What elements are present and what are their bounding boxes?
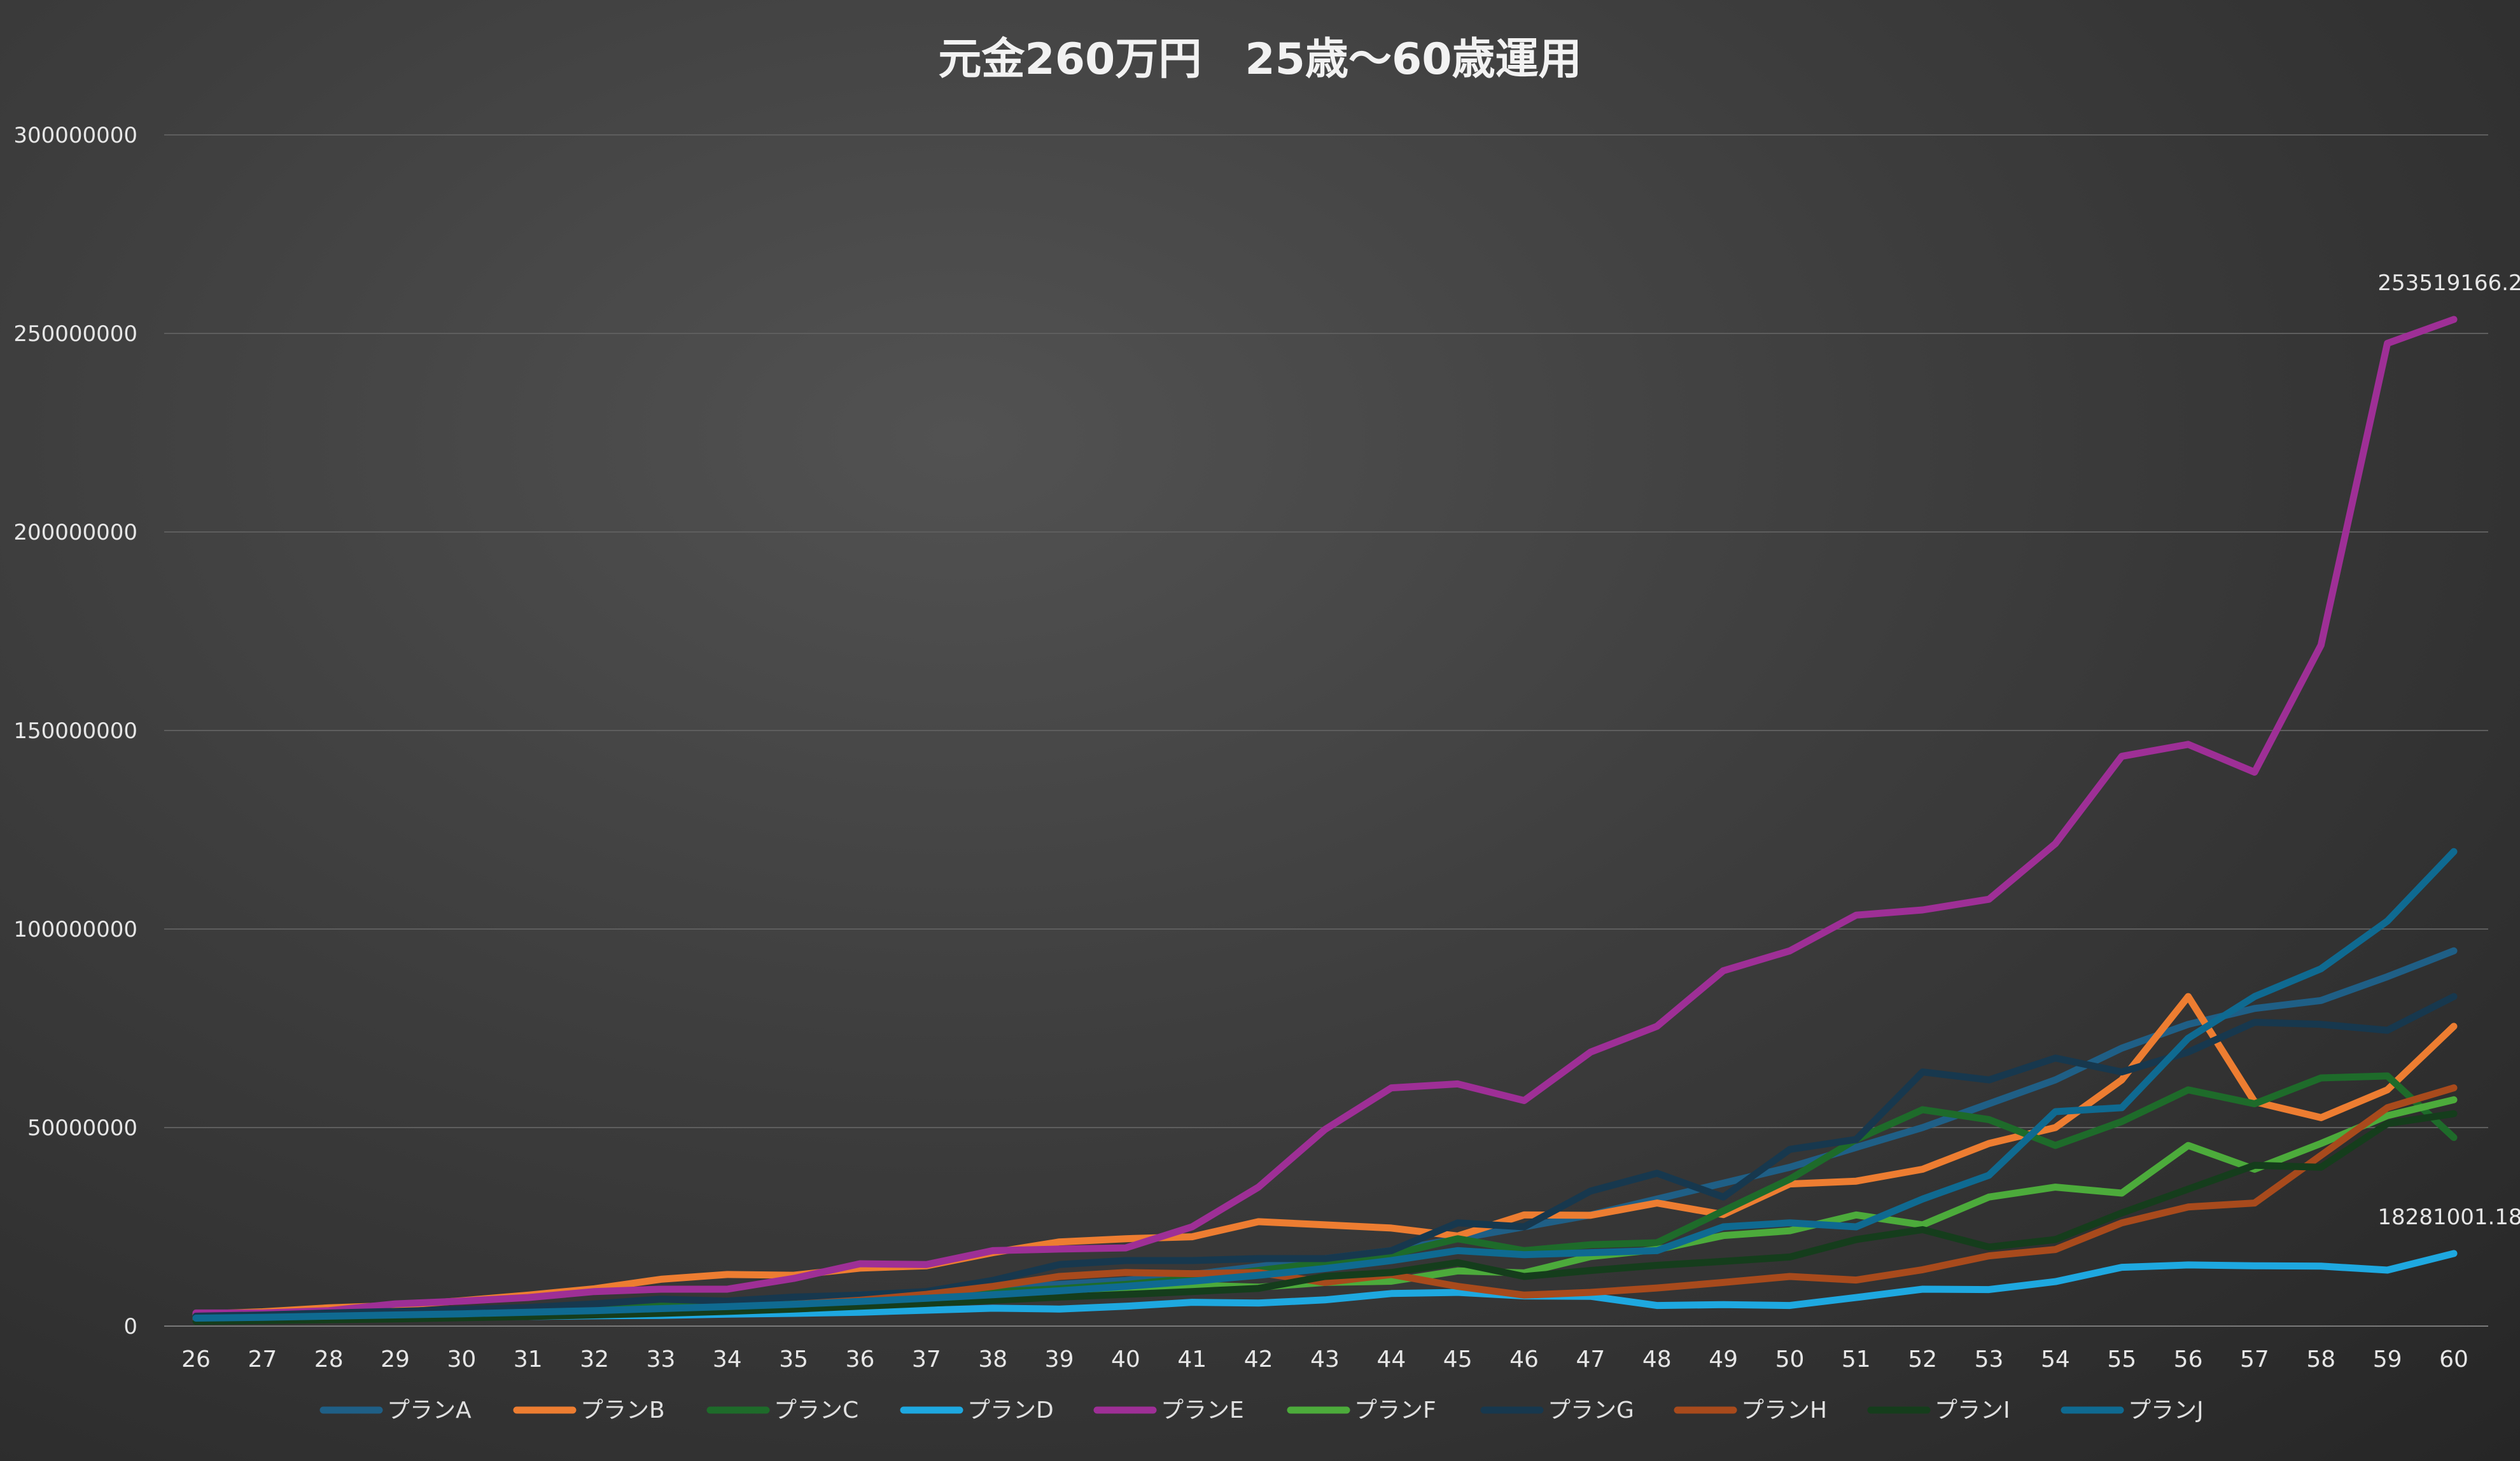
x-tick-label: 28 xyxy=(314,1346,344,1373)
series-lines xyxy=(192,316,2458,1325)
data-label: 253519166.2 xyxy=(2377,270,2520,296)
gridlines xyxy=(164,134,2488,1327)
x-tick-label: 36 xyxy=(846,1346,875,1373)
x-tick-label: 33 xyxy=(647,1346,676,1373)
series-line xyxy=(192,993,2458,1320)
y-tick-label: 150000000 xyxy=(13,718,137,744)
x-tick-label: 47 xyxy=(1576,1346,1606,1373)
legend-entry: プランE xyxy=(1161,1397,1244,1423)
x-tick-label: 48 xyxy=(1642,1346,1672,1373)
x-tick-label: 56 xyxy=(2174,1346,2203,1373)
x-tick-label: 40 xyxy=(1111,1346,1140,1373)
x-tick-label: 55 xyxy=(2107,1346,2136,1373)
x-tick-label: 60 xyxy=(2439,1346,2468,1373)
x-tick-label: 52 xyxy=(1908,1346,1937,1373)
x-tick-label: 38 xyxy=(978,1346,1007,1373)
x-tick-label: 37 xyxy=(912,1346,941,1373)
x-tick-label: 54 xyxy=(2041,1346,2070,1373)
x-tick-label: 31 xyxy=(514,1346,543,1373)
series-line xyxy=(192,316,2458,1317)
x-tick-label: 57 xyxy=(2240,1346,2269,1373)
x-tick-label: 44 xyxy=(1376,1346,1406,1373)
x-tick-label: 49 xyxy=(1709,1346,1738,1373)
legend-entry: プランI xyxy=(1935,1397,2010,1423)
legend-entry: プランG xyxy=(1548,1397,1634,1423)
x-tick-label: 26 xyxy=(181,1346,211,1373)
x-tick-label: 27 xyxy=(248,1346,277,1373)
x-tick-label: 51 xyxy=(1842,1346,1871,1373)
x-tick-label: 35 xyxy=(779,1346,808,1373)
x-tick-label: 39 xyxy=(1045,1346,1074,1373)
data-label: 18281001.18 xyxy=(2377,1205,2520,1230)
data-labels: 253519166.2 18281001.18 xyxy=(2377,270,2520,1230)
x-axis-ticks: 26 27 28 29 30 31 32 33 34 35 36 37 38 39 40 41 42 43 44 45… xyxy=(181,1346,2468,1373)
x-tick-label: 45 xyxy=(1443,1346,1473,1373)
series-line xyxy=(192,1110,2458,1325)
x-tick-label: 58 xyxy=(2306,1346,2335,1373)
legend-entry: プランA xyxy=(387,1397,472,1423)
x-tick-label: 29 xyxy=(381,1346,410,1373)
x-tick-label: 50 xyxy=(1775,1346,1805,1373)
x-tick-label: 30 xyxy=(447,1346,477,1373)
legend: プランA プランB プランC プランD プランE プランF プランG プランH プランI プランJ xyxy=(319,1397,2204,1423)
x-tick-label: 32 xyxy=(580,1346,609,1373)
legend-entry: プランB xyxy=(580,1397,665,1423)
x-tick-label: 43 xyxy=(1310,1346,1340,1373)
y-tick-label: 250000000 xyxy=(13,321,137,347)
legend-entry: プランD xyxy=(967,1397,1054,1423)
y-tick-label: 50000000 xyxy=(27,1115,137,1141)
legend-entry: プランC xyxy=(774,1397,858,1423)
chart-title: 元金260万円 25歳～60歳運用 xyxy=(938,34,1581,85)
legend-entry: プランF xyxy=(1354,1397,1436,1423)
y-tick-label: 200000000 xyxy=(13,520,137,545)
x-tick-label: 42 xyxy=(1244,1346,1273,1373)
y-tick-label: 300000000 xyxy=(13,123,137,148)
x-tick-label: 46 xyxy=(1509,1346,1539,1373)
series-line xyxy=(192,848,2458,1322)
legend-entry: プランJ xyxy=(2128,1397,2204,1423)
x-tick-label: 53 xyxy=(1975,1346,2004,1373)
x-tick-label: 41 xyxy=(1177,1346,1207,1373)
x-tick-label: 59 xyxy=(2373,1346,2402,1373)
legend-entry: プランH xyxy=(1741,1397,1827,1423)
x-tick-label: 34 xyxy=(713,1346,742,1373)
y-tick-label: 0 xyxy=(123,1314,137,1339)
y-tick-label: 100000000 xyxy=(13,917,137,942)
y-axis-ticks: 0 50000000 100000000 150000000 200000000 2500… xyxy=(13,123,137,1339)
